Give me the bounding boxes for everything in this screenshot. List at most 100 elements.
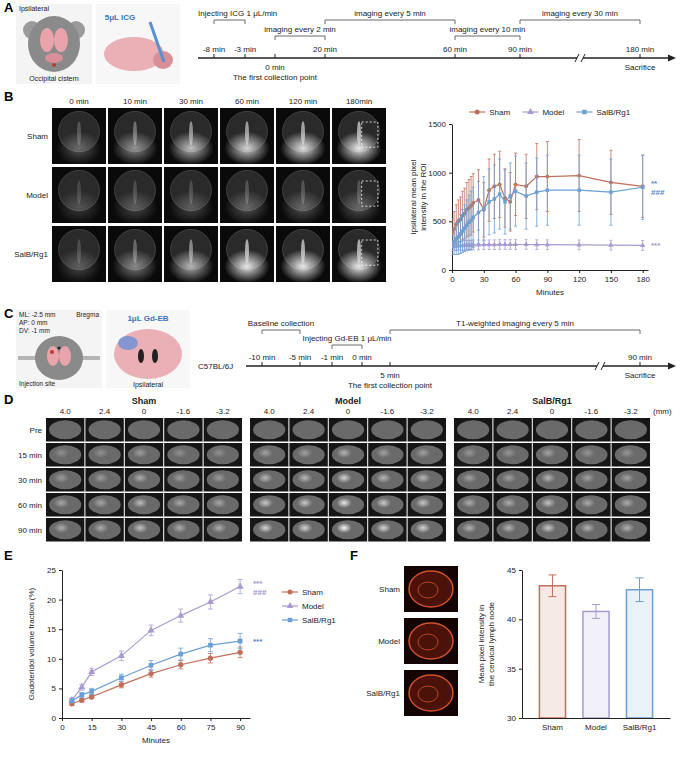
column-header: 2.4 — [99, 407, 111, 416]
time-label: Sacrifice — [625, 371, 656, 380]
tracer-midline — [301, 121, 305, 146]
y-axis-tick: 30 — [507, 714, 522, 723]
x-axis-tick-mark — [579, 270, 580, 273]
time-label: The first collection point — [233, 73, 318, 82]
legend: ShamModelSalB/Rg1 — [282, 588, 336, 625]
image-placeholder — [46, 418, 84, 442]
x-axis-tick-mark — [181, 718, 182, 721]
schematic-label: Injection site — [19, 380, 56, 388]
image-placeholder — [125, 468, 163, 492]
x-axis-line — [63, 718, 251, 719]
image-placeholder — [164, 443, 202, 467]
column-header: -3.2 — [420, 407, 434, 416]
image-placeholder — [572, 493, 610, 517]
brain-slice — [253, 470, 285, 489]
brain-slice — [292, 495, 324, 514]
tracer-midline — [77, 239, 81, 264]
significance-label: ### — [253, 588, 267, 597]
bar — [626, 590, 652, 718]
image-placeholder — [125, 443, 163, 467]
timeline-tick — [640, 362, 641, 366]
tracer-midline — [189, 121, 193, 146]
y-axis-tick-label: 30 — [507, 714, 516, 723]
legend-label: Sham — [302, 588, 323, 597]
brain-slice — [496, 470, 528, 489]
tracer-midline — [133, 121, 137, 146]
brain-coronal — [114, 329, 182, 379]
error-bar — [503, 170, 506, 234]
error-bar — [641, 155, 644, 219]
tracer-midline — [245, 239, 249, 264]
contrast-spread — [376, 448, 391, 458]
brain-slice — [88, 445, 120, 464]
image-placeholder — [46, 493, 84, 517]
brain-slice — [496, 520, 528, 539]
contrast-spread — [172, 448, 187, 458]
image-placeholder — [164, 468, 202, 492]
image-placeholder — [204, 518, 242, 542]
image-placeholder — [533, 418, 571, 442]
brain-slice — [457, 470, 489, 489]
error-bar — [472, 187, 475, 247]
error-bar — [69, 699, 74, 703]
y-axis: 0510152025 — [47, 566, 62, 723]
image-placeholder — [612, 493, 650, 517]
roi-box — [362, 122, 378, 147]
roi-box — [362, 181, 378, 206]
marker — [577, 242, 582, 247]
image-placeholder — [493, 443, 531, 467]
significance-label: ** — [651, 179, 658, 188]
error-bar — [477, 181, 480, 243]
x-axis-tick: 90 — [236, 718, 245, 732]
row-label: 60 min — [18, 501, 42, 510]
contrast-spread — [258, 448, 273, 458]
marker — [482, 207, 485, 210]
significance-label: *** — [651, 241, 661, 250]
brain-slice — [128, 420, 160, 439]
y-axis-tick: 35 — [507, 665, 522, 674]
marker — [508, 241, 513, 246]
phase-label: imaging every 10 min — [449, 25, 525, 34]
contrast-spread — [336, 498, 351, 508]
brain-slice — [332, 420, 364, 439]
brain-slice — [457, 520, 489, 539]
image-placeholder — [572, 443, 610, 467]
x-axis-title: Minutes — [536, 288, 564, 297]
marker — [641, 186, 644, 189]
timeline: Baseline collectionInjecting Gd-EB 1 μL/… — [246, 319, 676, 390]
panel-letter: F — [350, 548, 358, 563]
image-placeholder — [533, 468, 571, 492]
contrast-spread — [258, 473, 273, 483]
contrast-spread — [54, 523, 69, 533]
error-bar — [455, 223, 458, 254]
marker — [78, 683, 85, 689]
contrast-spread — [132, 448, 147, 458]
image-placeholder — [612, 443, 650, 467]
y-axis-tick: 25 — [47, 566, 62, 575]
brain-slice — [536, 470, 568, 489]
plot-area — [452, 140, 645, 255]
marker — [509, 194, 512, 197]
time-label: 180 min — [626, 45, 654, 54]
tracer-midline — [357, 121, 361, 146]
image-placeholder — [454, 468, 492, 492]
y-axis-tick: 10 — [47, 655, 62, 664]
error-bar — [514, 156, 517, 226]
row-label: Sham — [379, 585, 400, 594]
x-axis-tick-label: Model — [585, 723, 607, 732]
error-bar — [149, 661, 154, 670]
x-axis-tick: 90 — [543, 270, 552, 284]
error-bar — [119, 674, 124, 681]
legend-item: SalB/Rg1 — [282, 616, 336, 625]
legend-label: Model — [542, 108, 564, 117]
x-axis-line — [523, 718, 671, 719]
marker — [238, 639, 243, 644]
marker — [119, 682, 124, 687]
time-label: Sacrifice — [625, 63, 656, 72]
x-axis-title: Minutes — [142, 736, 170, 745]
brain-slice — [253, 520, 285, 539]
schematic-label: DV: -1 mm — [19, 327, 50, 334]
timeline-arrow — [668, 55, 676, 62]
mri-grid: Sham4.02.40-1.6-3.2Model4.02.40-1.6-3.2S… — [18, 396, 672, 542]
tracer-midline — [245, 180, 249, 205]
